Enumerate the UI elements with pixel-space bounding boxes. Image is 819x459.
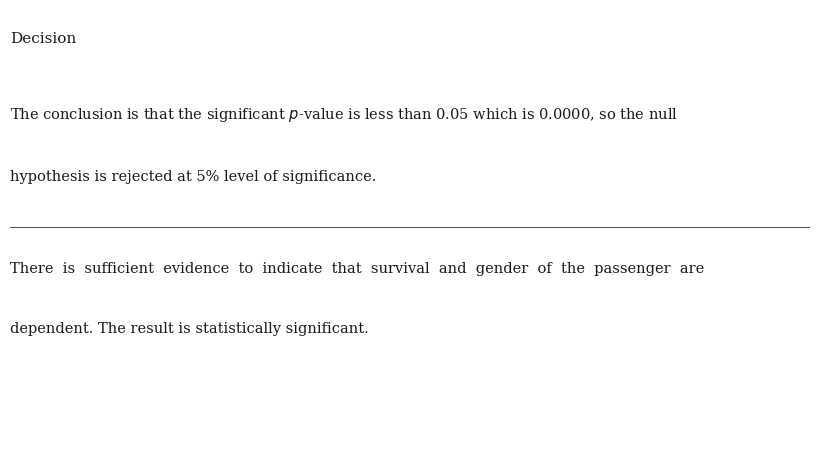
Text: The conclusion is that the significant $p$-value is less than 0.05 which is 0.00: The conclusion is that the significant $… — [10, 106, 678, 123]
Text: There  is  sufficient  evidence  to  indicate  that  survival  and  gender  of  : There is sufficient evidence to indicate… — [10, 262, 704, 275]
Text: Decision: Decision — [10, 32, 76, 46]
Text: dependent. The result is statistically significant.: dependent. The result is statistically s… — [10, 321, 369, 335]
Text: hypothesis is rejected at 5% level of significance.: hypothesis is rejected at 5% level of si… — [10, 170, 376, 184]
